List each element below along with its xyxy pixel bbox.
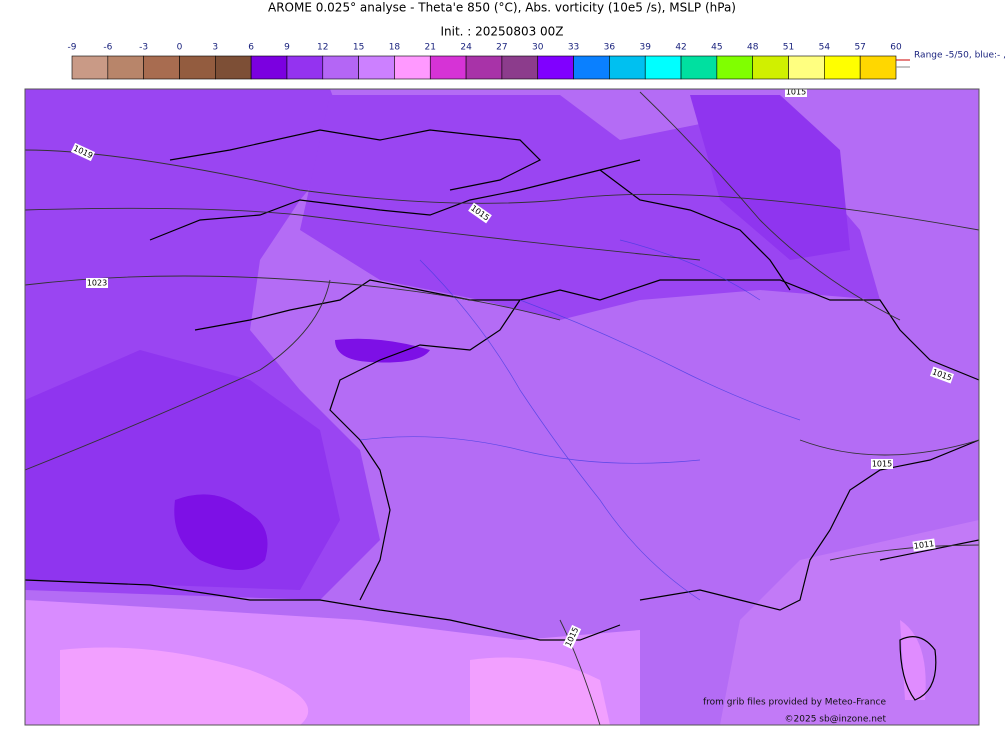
colorbar-tick-label: 51 — [783, 43, 794, 53]
colorbar-tick-label: 57 — [854, 43, 865, 53]
colorbar-tick-label: 9 — [284, 43, 290, 53]
colorbar-swatch — [609, 55, 646, 80]
isobar-label: 1015 — [785, 88, 807, 97]
colorbar-tick-label: 18 — [389, 43, 401, 53]
isobar-label-text: 1015 — [786, 88, 806, 97]
colorbar-tick-label: 6 — [248, 43, 254, 53]
colorbar-tick-label: 21 — [425, 43, 436, 53]
isobar-label-box — [86, 278, 108, 288]
init-time: Init. : 20250803 00Z — [440, 25, 563, 39]
colorbar-tick-label: 24 — [460, 43, 472, 53]
colorbar-swatch — [179, 55, 216, 80]
colorbar-swatch — [680, 55, 718, 80]
colorbar-tick-label: 54 — [819, 43, 831, 53]
colorbar-tick-label: -6 — [103, 43, 112, 53]
colorbar-swatch — [215, 55, 252, 80]
isobar-label-box — [70, 142, 96, 162]
field-region — [335, 338, 430, 363]
colorbar-swatch — [859, 55, 897, 80]
copyright: ©2025 sb@inzone.net — [785, 715, 887, 725]
colorbar-swatch — [429, 55, 467, 80]
colorbar-swatch — [250, 55, 288, 80]
field-region — [470, 657, 610, 725]
colorbar-swatch — [644, 55, 682, 80]
colorbar-swatch — [573, 55, 610, 80]
rivers — [359, 239, 801, 601]
isobar-label-text: 1015 — [872, 460, 892, 469]
colorbar-tick-label: 27 — [496, 43, 507, 53]
colorbar-swatch — [824, 55, 861, 80]
colorbar-tick-label: 42 — [675, 43, 686, 53]
colorbar-tick-label: 36 — [604, 43, 616, 53]
isobar-label-box — [871, 459, 893, 469]
isobar-label-box — [785, 89, 807, 97]
field-region — [900, 620, 926, 700]
colorbar-tick-label: 3 — [212, 43, 218, 53]
source-credit: from grib files provided by Meteo-France — [703, 698, 886, 708]
isobar-label-text: 1011 — [913, 539, 934, 551]
colorbar-tick-label: 60 — [890, 43, 902, 53]
colorbar: -9 -6 -3 0 3 6 9 12 15 18 21 24 27 30 33 36 39 42 45 48 51 54… — [68, 43, 902, 80]
colorbar-tick-label: 15 — [353, 43, 364, 53]
isobar-label-text: 1023 — [87, 279, 107, 288]
colorbar-tick-label: -9 — [68, 43, 77, 53]
isobar-label: 1011 — [912, 538, 936, 552]
colorbar-tick-label: 39 — [639, 43, 651, 53]
colorbar-swatch — [394, 55, 431, 80]
colorbar-tick-label: 45 — [711, 43, 722, 53]
colorbar-swatch — [537, 55, 574, 80]
isobar-label: 1023 — [86, 278, 108, 288]
colorbar-tick-label: -3 — [139, 43, 148, 53]
colorbar-swatch — [716, 55, 753, 80]
colorbar-swatch — [107, 55, 144, 80]
range-note: Range -5/50, blue:- , r — [914, 51, 1005, 61]
colorbar-swatch — [752, 55, 789, 80]
isobar-label-box — [929, 366, 955, 384]
field-region — [60, 647, 309, 725]
title: AROME 0.025° analyse - Theta'e 850 (°C),… — [268, 1, 736, 15]
colorbar-swatch — [71, 55, 109, 80]
field-region — [690, 95, 850, 260]
colorbar-swatch — [501, 55, 539, 80]
coastlines — [25, 129, 979, 701]
field-region — [174, 494, 268, 570]
isobar-label-box — [468, 202, 492, 224]
colorbar-swatch — [358, 55, 395, 80]
colorbar-swatch — [322, 55, 359, 80]
colorbar-tick-label: 33 — [568, 43, 579, 53]
colorbar-tick-label: 0 — [177, 43, 183, 53]
colorbar-swatch — [465, 55, 503, 80]
colorbar-tick-label: 48 — [747, 43, 759, 53]
colorbar-tick-label: 12 — [317, 43, 328, 53]
map-frame — [24, 88, 980, 726]
colorbar-swatch — [143, 55, 180, 80]
isobar-label-box — [912, 538, 936, 552]
isobar-label-box — [562, 624, 582, 650]
colorbar-swatch — [286, 55, 324, 80]
isobar-label: 1015 — [871, 459, 893, 469]
colorbar-swatch — [788, 55, 825, 80]
colorbar-tick-label: 30 — [532, 43, 544, 53]
